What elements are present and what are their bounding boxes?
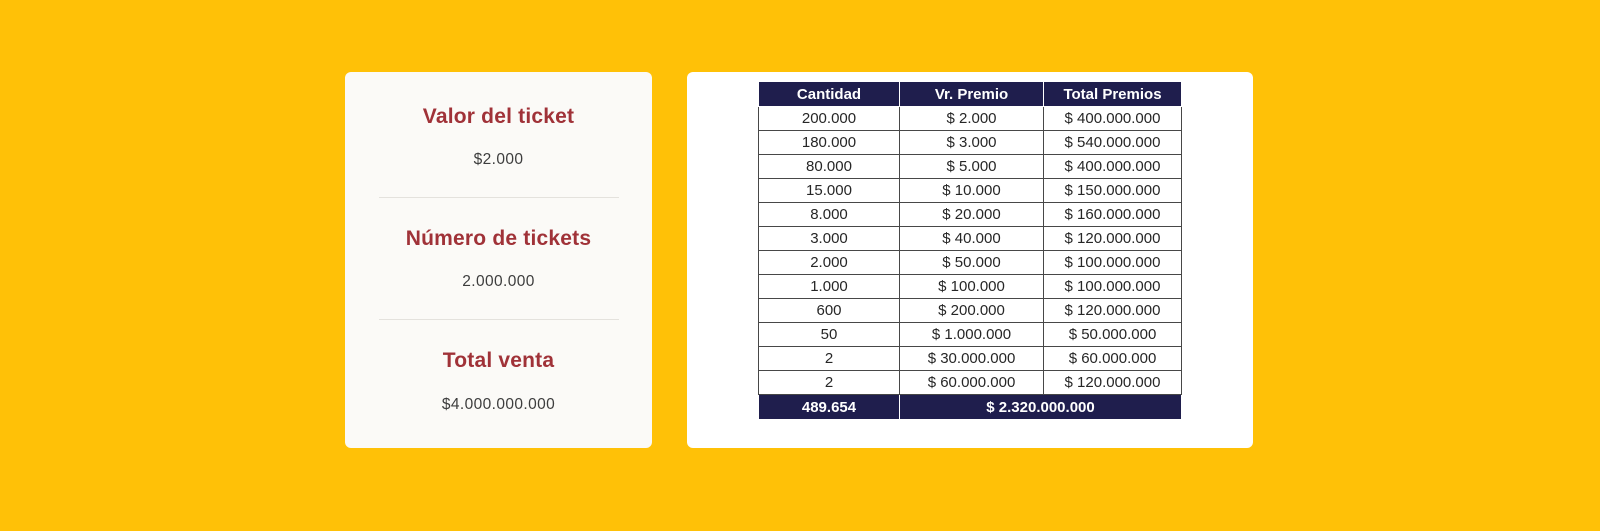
table-row: 180.000 $ 3.000 $ 540.000.000 xyxy=(758,130,1182,155)
table-cell: 15.000 xyxy=(758,178,900,203)
table-cell: $ 120.000.000 xyxy=(1043,370,1182,395)
table-row: 50 $ 1.000.000 $ 50.000.000 xyxy=(758,322,1182,347)
table-row: 15.000 $ 10.000 $ 150.000.000 xyxy=(758,178,1182,203)
table-cell: 50 xyxy=(758,322,900,347)
column-header-cantidad: Cantidad xyxy=(758,81,900,107)
table-cell: $ 400.000.000 xyxy=(1043,154,1182,179)
table-row: 3.000 $ 40.000 $ 120.000.000 xyxy=(758,226,1182,251)
summary-section-total-venta: Total venta $4.000.000.000 xyxy=(345,348,652,413)
table-cell: $ 20.000 xyxy=(899,202,1044,227)
divider xyxy=(378,197,619,199)
metric-value-valor-del-ticket: $2.000 xyxy=(473,151,524,169)
table-cell: $ 3.000 xyxy=(899,130,1044,155)
table-cell: $ 50.000 xyxy=(899,250,1044,275)
table-cell: $ 50.000.000 xyxy=(1043,322,1182,347)
total-prizes-cell: $ 2.320.000.000 xyxy=(899,394,1182,420)
table-cell: $ 40.000 xyxy=(899,226,1044,251)
table-cell: $ 10.000 xyxy=(899,178,1044,203)
table-row: 200.000 $ 2.000 $ 400.000.000 xyxy=(758,106,1182,131)
table-row: 1.000 $ 100.000 $ 100.000.000 xyxy=(758,274,1182,299)
table-cell: $ 120.000.000 xyxy=(1043,298,1182,323)
table-row: 2.000 $ 50.000 $ 100.000.000 xyxy=(758,250,1182,275)
table-cell: $ 100.000.000 xyxy=(1043,250,1182,275)
metric-title-total-venta: Total venta xyxy=(442,349,555,373)
table-cell: $ 2.000 xyxy=(899,106,1044,131)
table-cell: 200.000 xyxy=(758,106,900,131)
summary-section-numero: Número de tickets 2.000.000 xyxy=(345,226,652,291)
table-cell: $ 60.000.000 xyxy=(899,370,1044,395)
table-row: 8.000 $ 20.000 $ 160.000.000 xyxy=(758,202,1182,227)
table-cell: 2.000 xyxy=(758,250,900,275)
table-cell: 1.000 xyxy=(758,274,900,299)
column-header-vr-premio: Vr. Premio xyxy=(899,81,1044,107)
table-cell: 2 xyxy=(758,370,900,395)
table-cell: $ 150.000.000 xyxy=(1043,178,1182,203)
table-cell: 180.000 xyxy=(758,130,900,155)
metric-value-numero-de-tickets: 2.000.000 xyxy=(462,273,535,291)
table-row: 2 $ 30.000.000 $ 60.000.000 xyxy=(758,346,1182,371)
metric-title-valor-del-ticket: Valor del ticket xyxy=(422,105,575,128)
column-header-total-premios: Total Premios xyxy=(1043,81,1182,107)
table-cell: 3.000 xyxy=(758,226,900,251)
total-quantity-cell: 489.654 xyxy=(758,394,900,420)
table-cell: 600 xyxy=(758,298,900,323)
table-cell: $ 5.000 xyxy=(899,154,1044,179)
prize-table: Cantidad Vr. Premio Total Premios 200.00… xyxy=(758,81,1182,420)
ticket-summary-card: Valor del ticket $2.000 Número de ticket… xyxy=(345,72,652,448)
table-cell: $ 100.000.000 xyxy=(1043,274,1182,299)
table-row: 80.000 $ 5.000 $ 400.000.000 xyxy=(758,154,1182,179)
table-cell: $ 1.000.000 xyxy=(899,322,1044,347)
table-cell: $ 60.000.000 xyxy=(1043,346,1182,371)
table-header-row: Cantidad Vr. Premio Total Premios xyxy=(758,81,1182,107)
table-cell: 8.000 xyxy=(758,202,900,227)
table-cell: 2 xyxy=(758,346,900,371)
prize-table-card: Cantidad Vr. Premio Total Premios 200.00… xyxy=(687,72,1253,448)
table-cell: $ 400.000.000 xyxy=(1043,106,1182,131)
table-cell: 80.000 xyxy=(758,154,900,179)
table-cell: $ 160.000.000 xyxy=(1043,202,1182,227)
table-row: 2 $ 60.000.000 $ 120.000.000 xyxy=(758,370,1182,395)
table-cell: $ 540.000.000 xyxy=(1043,130,1182,155)
table-cell: $ 200.000 xyxy=(899,298,1044,323)
divider xyxy=(378,319,619,321)
metric-title-numero-de-tickets: Número de tickets xyxy=(405,227,592,251)
table-row: 600 $ 200.000 $ 120.000.000 xyxy=(758,298,1182,323)
table-cell: $ 30.000.000 xyxy=(899,346,1044,371)
table-cell: $ 100.000 xyxy=(899,274,1044,299)
table-cell: $ 120.000.000 xyxy=(1043,226,1182,251)
summary-section-valor: Valor del ticket $2.000 xyxy=(345,104,652,169)
table-footer-row: 489.654 $ 2.320.000.000 xyxy=(758,394,1182,420)
metric-value-total-venta: $4.000.000.000 xyxy=(441,395,556,413)
